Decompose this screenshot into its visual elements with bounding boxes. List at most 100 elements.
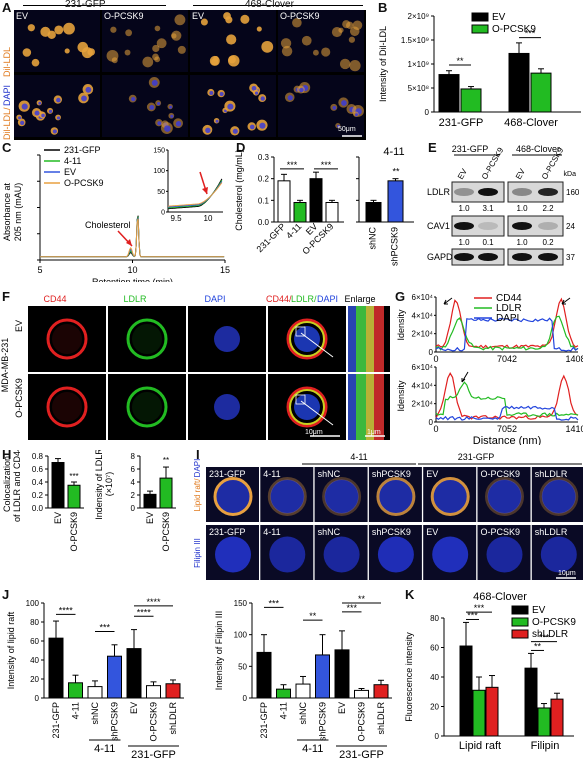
- filipin-cell: [269, 536, 306, 573]
- legend-label: CD44: [496, 293, 522, 304]
- lipid-raft-ring: [376, 477, 416, 516]
- x-tick-label: 231-GFP: [51, 702, 61, 739]
- blot-band: [478, 253, 498, 261]
- significance-label: **: [163, 456, 169, 465]
- cell-spot: [346, 21, 354, 30]
- significance-label: ***: [467, 610, 478, 620]
- x-tick-label: shPCSK9: [110, 702, 120, 741]
- nucleus-spot: [41, 113, 45, 118]
- x-tick-label: 15: [220, 265, 230, 275]
- mw-label: 160: [566, 188, 580, 197]
- enlarge-band: [366, 374, 374, 440]
- panel-a-micrographs: [14, 10, 366, 140]
- y-tick-label: 20: [30, 675, 39, 684]
- x-tick-label: shNC: [90, 702, 100, 725]
- cell-label: shLDLR: [535, 527, 568, 537]
- filipin-cell: [486, 536, 523, 573]
- y-axis-label: Idensity: [396, 380, 406, 412]
- nucleus-spot: [209, 90, 214, 95]
- enlarge-band: [356, 374, 366, 440]
- band-quant: 1.0: [458, 204, 470, 213]
- line-profile: [300, 400, 334, 426]
- group-label: 468-Clover: [245, 0, 294, 10]
- x-tick-label: 14084: [565, 354, 583, 364]
- y-tick-label: 2×10⁴: [412, 400, 434, 409]
- y-tick-label: 0: [435, 732, 440, 741]
- lipid-raft-ring: [430, 477, 470, 516]
- nucleus: [324, 479, 359, 514]
- bar: [537, 707, 551, 737]
- lane-label: EV: [456, 167, 469, 181]
- enlarge-band: [366, 306, 374, 372]
- y-tick-label: 4×10⁴: [412, 311, 434, 320]
- group-label: 231-GFP: [452, 144, 489, 154]
- cell-spot: [312, 49, 319, 56]
- cell-spot: [225, 16, 233, 24]
- micrograph-tile: [108, 374, 186, 440]
- cell-spot: [111, 57, 118, 64]
- y-tick-label: 0: [243, 694, 248, 703]
- mw-label: 37: [566, 253, 575, 262]
- bar: [295, 683, 311, 699]
- cell-spot: [124, 49, 131, 56]
- micrograph-tile: [108, 306, 186, 372]
- nucleus: [294, 394, 320, 420]
- y-axis-label: Cholesterol (mg/mL): [234, 149, 244, 231]
- band-quant: 0.2: [542, 238, 554, 247]
- nucleus-spot: [21, 103, 28, 110]
- nucleus-spot: [227, 103, 234, 110]
- cell-spot: [54, 25, 64, 35]
- filipin-cell: [432, 536, 469, 573]
- legend-label: 4-11: [64, 156, 81, 166]
- blot-band: [538, 253, 558, 261]
- nucleus-spot: [85, 86, 92, 93]
- blot-strip: [451, 215, 505, 237]
- cell-label: 4-11: [263, 527, 280, 537]
- x-tick-label: O-PCSK9: [161, 512, 171, 552]
- y-axis-label: Intensity of Dil-LDL: [378, 26, 388, 102]
- bar: [146, 685, 161, 699]
- chart-b: 0 5×10⁸ 1×10⁹ 1.5×10⁹ 2×10⁹ Intensity of Dil-…: [378, 12, 581, 129]
- nucleus-spot: [215, 119, 219, 123]
- blot-row-label: GAPDH: [427, 252, 459, 262]
- bar: [365, 202, 382, 223]
- blot-row-label: LDLR: [427, 187, 451, 197]
- column-label: LDLR: [123, 294, 147, 304]
- x-tick-label: O-PCSK9: [149, 702, 159, 742]
- significance-label: **: [309, 611, 317, 621]
- nucleus-spot: [254, 91, 259, 95]
- mw-label: 24: [566, 222, 575, 231]
- band-quant: 0.1: [482, 238, 494, 247]
- nucleus-spot: [81, 95, 87, 102]
- nucleus-spot: [332, 105, 337, 110]
- filipin-cell: [377, 536, 414, 573]
- y-tick-label: 150: [234, 599, 248, 608]
- row-label: DAPI: [194, 459, 202, 478]
- nucleus-spot: [299, 87, 304, 93]
- x-tick-label: O-PCSK9: [300, 221, 335, 256]
- cell-spot: [228, 55, 236, 64]
- cell-spot: [211, 58, 219, 66]
- y-tick-label: 0.6: [32, 465, 44, 474]
- cell-spot: [142, 56, 154, 68]
- legend-label: DAPI: [496, 313, 519, 324]
- filipin-cell: [323, 536, 360, 573]
- kda-label: kDa: [564, 171, 577, 178]
- y-tick-label: 1×10⁹: [408, 60, 429, 69]
- cell-label: 4-11: [263, 469, 280, 479]
- group-label: 4-11: [302, 743, 323, 755]
- cell-label: O-PCSK9: [104, 11, 144, 21]
- legend-label: shLDLR: [532, 629, 568, 640]
- cell-spot: [125, 29, 133, 37]
- inset-y-tick-label: 50: [157, 189, 165, 196]
- blot-strip: [507, 248, 564, 266]
- nucleus-spot: [341, 100, 347, 106]
- column-label: CD44: [43, 294, 66, 304]
- cell-spot: [349, 26, 360, 37]
- y-tick-label: 40: [30, 656, 39, 665]
- cell-label: O-PCSK9: [481, 527, 521, 537]
- row-label: Dil-LDL: [2, 46, 12, 77]
- profile-line: [435, 317, 579, 352]
- blot-row-label: CAV1: [427, 221, 450, 231]
